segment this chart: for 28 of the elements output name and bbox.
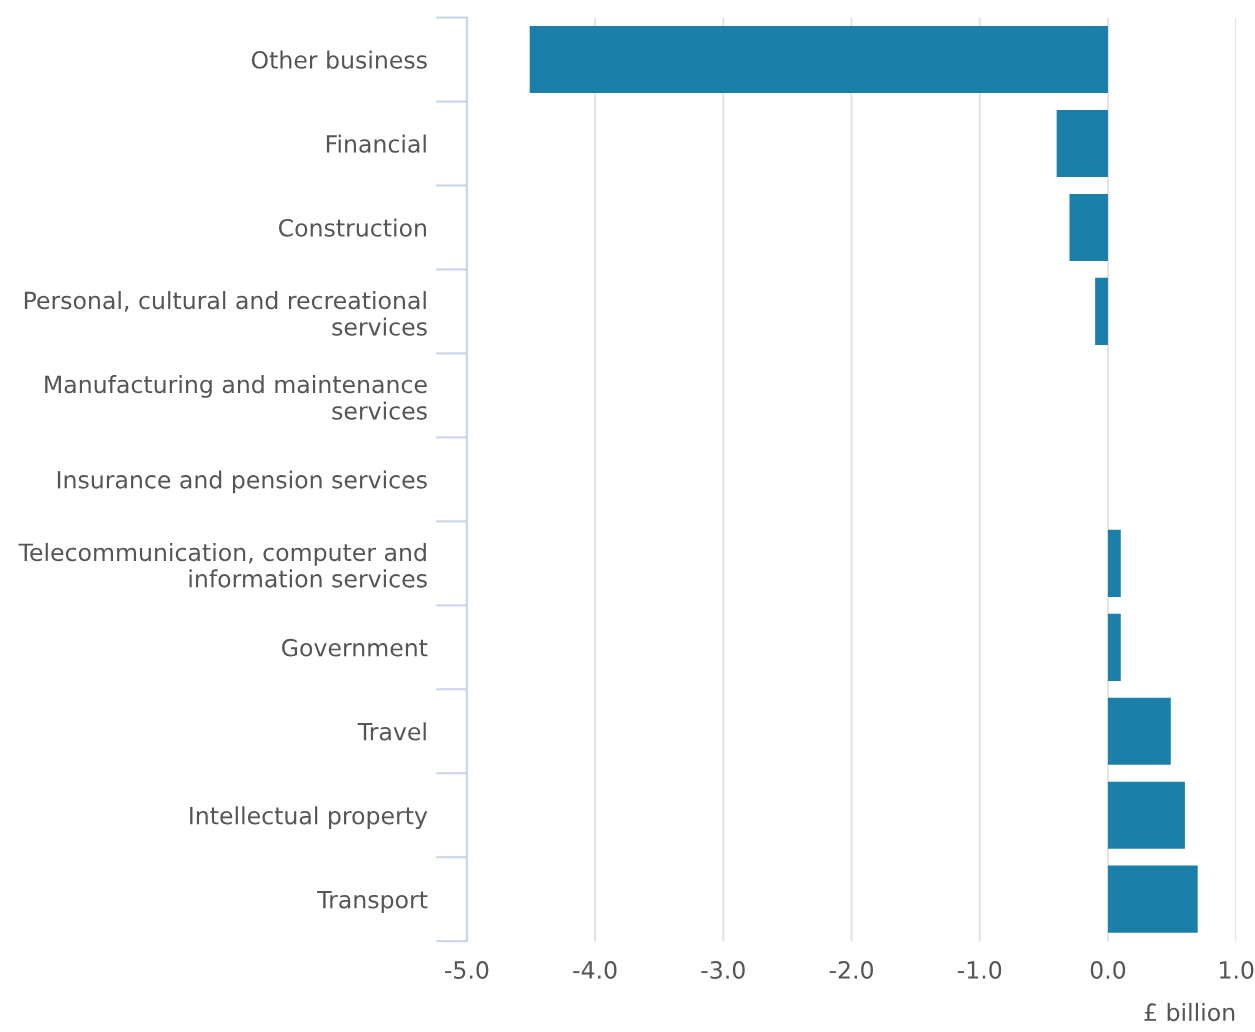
bar <box>1107 781 1185 849</box>
x-axis-title: £ billion <box>1144 1002 1235 1022</box>
bar <box>1107 865 1198 933</box>
y-tick-label: Other business <box>251 50 427 69</box>
x-tick-label: -5.0 <box>444 961 489 979</box>
y-tick-label: Insurance and pension services <box>57 470 427 494</box>
x-tick-label: -1.0 <box>957 961 1002 979</box>
x-tick-label: 0.0 <box>1090 961 1126 979</box>
bar <box>529 25 1108 94</box>
y-tick-label: Manufacturing and maintenance services <box>45 375 427 420</box>
bar <box>1107 613 1121 681</box>
bar <box>1069 193 1108 262</box>
y-tick-label: Travel <box>357 722 426 741</box>
x-tick-label: -2.0 <box>829 961 873 979</box>
x-tick-label: 1.0 <box>1219 961 1254 979</box>
y-tick-label: Government <box>282 638 428 657</box>
bar <box>1095 277 1108 346</box>
x-tick-label: -4.0 <box>573 961 617 979</box>
x-tick-label: -3.0 <box>701 961 745 979</box>
y-tick-label: Personal, cultural and recreational services <box>24 291 427 336</box>
y-tick-label: Intellectual property <box>190 806 428 830</box>
y-tick-label: Financial <box>326 134 426 153</box>
bar <box>1107 529 1121 597</box>
y-tick-label: Telecommunication, computer and information services <box>18 542 427 588</box>
y-tick-label: Construction <box>278 218 426 237</box>
y-tick-label: Transport <box>317 890 428 914</box>
bar <box>1056 109 1108 178</box>
bar <box>1107 697 1171 765</box>
